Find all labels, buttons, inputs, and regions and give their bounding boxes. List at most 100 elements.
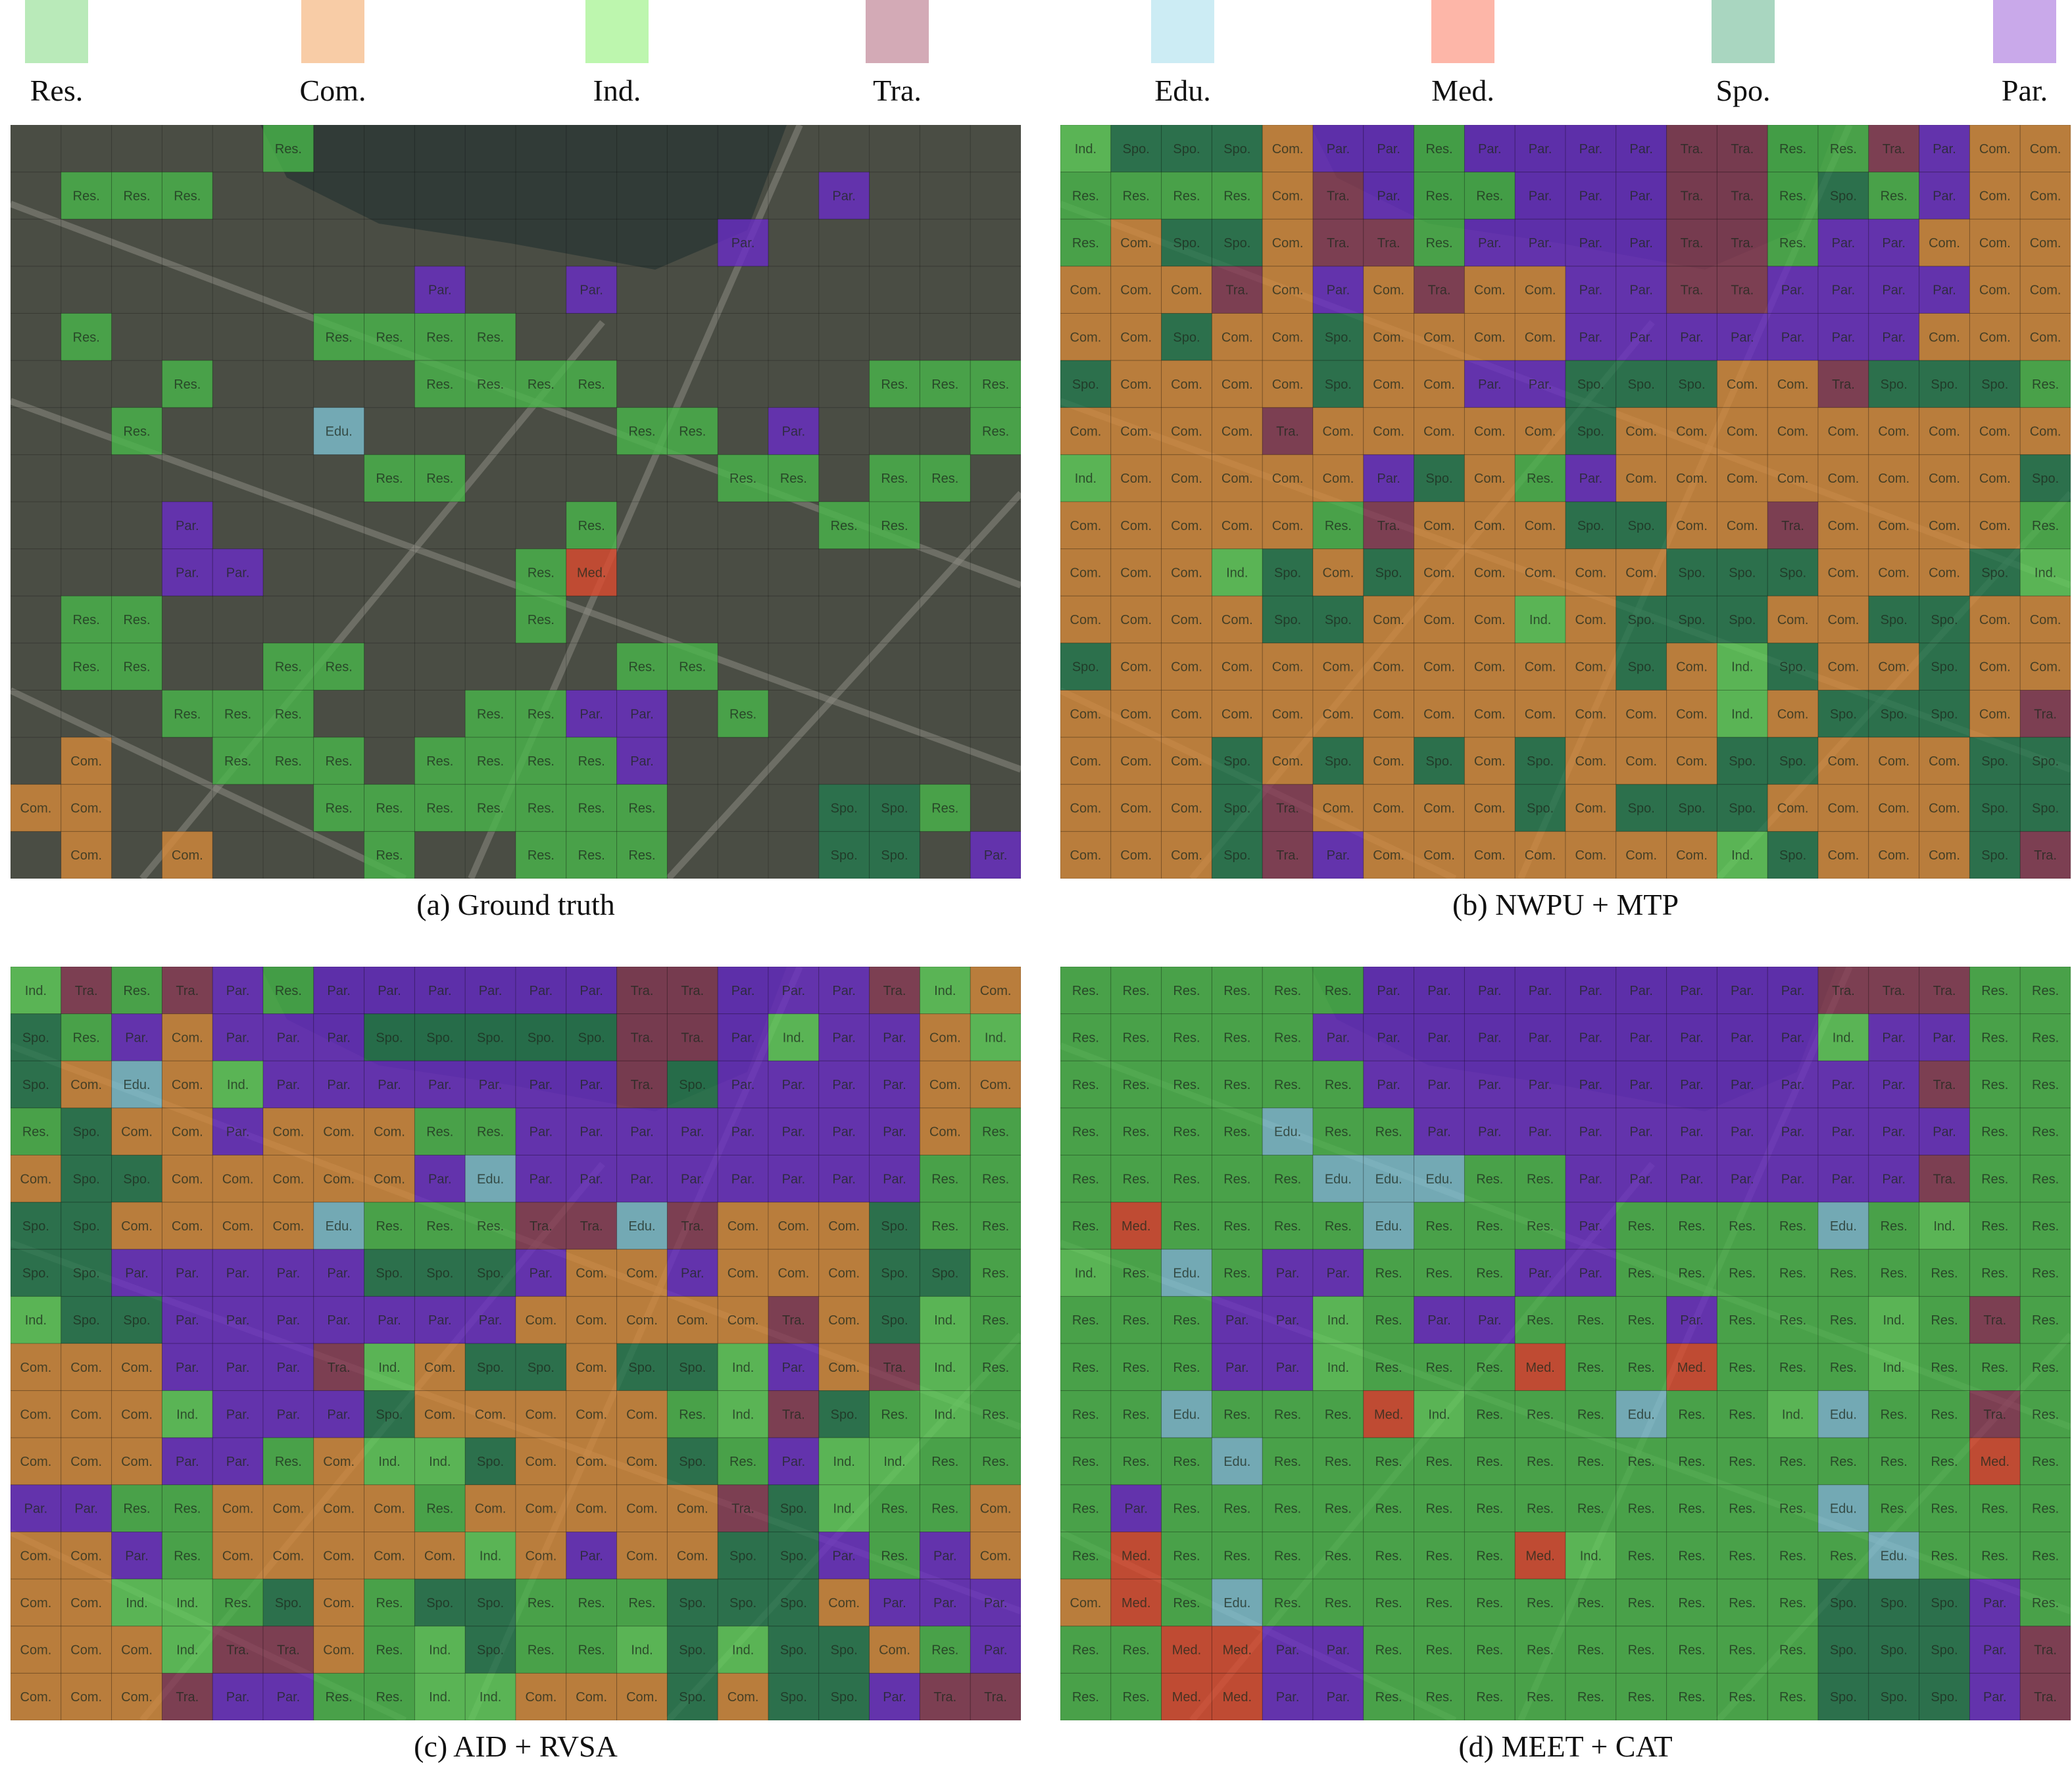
cell-fill — [364, 1155, 415, 1203]
cell-fill — [212, 1155, 264, 1203]
cell-label: Res. — [679, 425, 706, 439]
cell-fill — [2019, 313, 2071, 361]
grid-cell: Com. — [262, 1155, 314, 1203]
cell-fill — [1565, 454, 1617, 502]
grid-cell: Par. — [970, 1626, 1021, 1674]
grid-cell: Par. — [1817, 266, 1869, 314]
cell-fill — [1514, 1626, 1566, 1674]
grid-cell: Com. — [161, 831, 213, 879]
cell-fill — [1312, 1578, 1364, 1627]
grid-cell: Spo. — [11, 1249, 62, 1297]
cell-label: Com. — [1171, 377, 1202, 392]
grid-cell: Res. — [616, 1578, 668, 1627]
cell-fill — [1716, 642, 1768, 691]
cell-fill — [1363, 784, 1415, 832]
grid-cell: Com. — [61, 1578, 112, 1627]
cell-label: Com. — [728, 1313, 759, 1328]
cell-fill — [1363, 313, 1415, 361]
cell-fill — [919, 1532, 971, 1580]
cell-label: Com. — [1828, 519, 1860, 533]
cell-fill — [1616, 784, 1667, 832]
cell-label: Res. — [1072, 1125, 1099, 1140]
cell-label: Res. — [1325, 1407, 1352, 1422]
cell-label: Res. — [174, 377, 201, 392]
cell-fill — [1565, 690, 1617, 738]
cell-fill — [515, 1532, 567, 1580]
cell-label: Ind. — [176, 1407, 198, 1422]
grid-cell: Tra. — [1919, 1155, 1970, 1203]
cell-fill — [768, 1249, 820, 1297]
grid-cell-empty — [212, 784, 264, 832]
cell-label: Com. — [1373, 802, 1404, 816]
cell-label: Com. — [1979, 330, 2011, 345]
cell-label: Tra. — [1883, 142, 1906, 157]
cell-label: Tra. — [1731, 142, 1754, 157]
grid-cell: Spo. — [919, 1249, 971, 1297]
cell-fill — [1767, 1578, 1819, 1627]
cell-fill — [313, 1201, 365, 1250]
cell-fill — [2019, 690, 2071, 738]
cell-fill — [666, 1013, 718, 1061]
cell-label: Par. — [1225, 1313, 1249, 1328]
cell-label: Par. — [1327, 1267, 1350, 1281]
grid-cell: Com. — [1817, 831, 1869, 879]
cell-fill — [566, 501, 618, 550]
cell-label: Com. — [374, 1502, 405, 1516]
grid-cell: Ind. — [717, 1626, 769, 1674]
cell-label: Com. — [323, 1502, 355, 1516]
grid-cell: Com. — [1817, 501, 1869, 550]
cell-fill — [313, 1672, 365, 1720]
cell-label: Com. — [323, 1549, 355, 1563]
cell-label: Par. — [1276, 1313, 1300, 1328]
grid-cell: Res. — [1919, 1343, 1970, 1392]
grid-cell: Com. — [566, 1343, 618, 1392]
cell-label: Res. — [275, 984, 302, 998]
grid-cell-empty — [111, 313, 162, 361]
cell-fill — [818, 784, 870, 832]
cell-label: Res. — [1173, 1172, 1200, 1186]
road-line — [139, 320, 605, 879]
grid-cell: Com. — [1211, 454, 1263, 502]
cell-fill — [1666, 831, 1717, 879]
cell-label: Edu. — [326, 1219, 353, 1234]
cell-fill — [1464, 1626, 1516, 1674]
cell-label: Res. — [1779, 1267, 1806, 1281]
cell-fill — [161, 1201, 213, 1250]
cell-fill — [1060, 967, 1112, 1015]
grid-cell: Res. — [1060, 1390, 1112, 1438]
grid-cell-empty — [869, 266, 920, 314]
grid-cell: Spo. — [1161, 125, 1212, 173]
cell-label: Par. — [832, 189, 856, 203]
grid-cell: Ind. — [161, 1626, 213, 1674]
grid-cell-empty — [414, 642, 466, 691]
grid-cell: Res. — [566, 784, 618, 832]
cell-label: Res. — [73, 1030, 100, 1045]
cell-label: Com. — [1171, 283, 1202, 298]
grid-cell: Par. — [717, 1013, 769, 1061]
grid-cell: Res. — [1060, 1155, 1112, 1203]
grid-cell: Res. — [717, 454, 769, 502]
grid-cell: Res. — [1211, 1107, 1263, 1155]
grid-cell: Com. — [1161, 737, 1212, 785]
cell-label: Tra. — [1327, 236, 1350, 251]
cell-label: Spo. — [628, 1361, 655, 1375]
grid-cell-empty — [364, 218, 415, 267]
grid-cell: Com. — [161, 1060, 213, 1109]
cell-label: Tra. — [1832, 984, 1855, 998]
cell-fill — [2019, 266, 2071, 314]
grid-cell: Spo. — [515, 1343, 567, 1392]
cell-fill — [111, 1343, 162, 1392]
grid-cell: Par. — [1817, 218, 1869, 267]
grid-cell: Par. — [1514, 125, 1566, 173]
grid-cell: Spo. — [1919, 642, 1970, 691]
cell-fill — [1363, 1672, 1415, 1720]
grid-cell: Com. — [1414, 784, 1465, 832]
grid-cell: Com. — [111, 1343, 162, 1392]
cell-label: Tra. — [75, 984, 98, 998]
cell-fill — [1919, 266, 1970, 314]
grid-cell: Spo. — [1969, 548, 2021, 596]
cell-label: Com. — [1625, 707, 1657, 721]
cell-fill — [616, 1626, 668, 1674]
grid-cell: Com. — [262, 1532, 314, 1580]
cell-fill — [616, 1107, 668, 1155]
